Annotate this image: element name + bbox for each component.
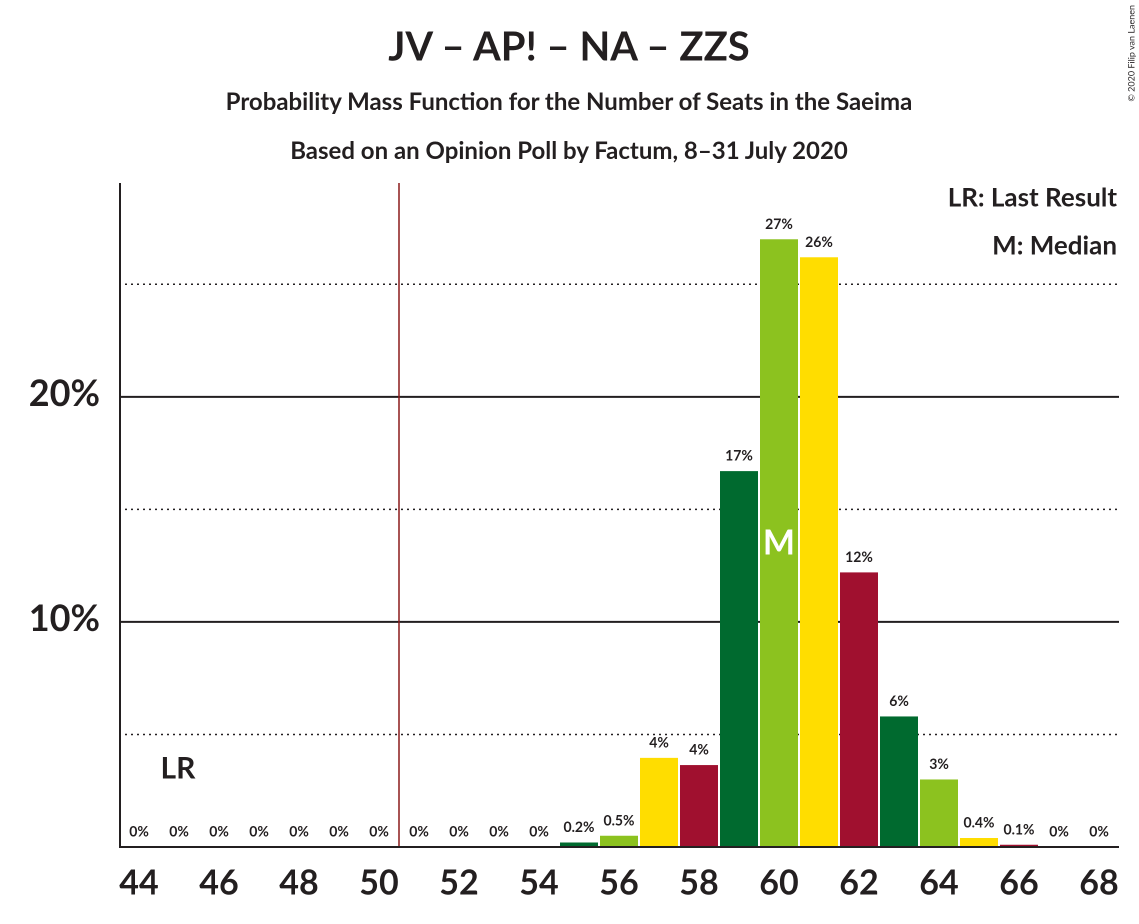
chart-subtitle: Probability Mass Function for the Number… — [226, 87, 913, 116]
bar — [920, 779, 958, 847]
value-label: 0% — [1049, 823, 1069, 840]
value-label: 4% — [689, 741, 709, 758]
bar — [960, 837, 998, 847]
x-tick-label: 68 — [1079, 862, 1118, 903]
value-label: 0.2% — [563, 818, 594, 835]
bar — [1000, 844, 1038, 847]
value-label: 0% — [329, 823, 349, 840]
value-label: 3% — [929, 755, 949, 772]
x-tick-label: 50 — [359, 862, 398, 903]
x-tick-label: 46 — [199, 862, 238, 903]
bar — [880, 716, 918, 847]
x-tick-label: 54 — [519, 862, 558, 903]
x-tick-label: 58 — [679, 862, 718, 903]
value-label: 17% — [725, 447, 753, 464]
value-label: 0% — [1089, 823, 1109, 840]
bar — [680, 765, 718, 847]
x-tick-label: 52 — [439, 862, 478, 903]
value-label: 0% — [409, 823, 429, 840]
bar — [840, 572, 878, 847]
chart-title: JV – AP! – NA – ZZS — [388, 21, 749, 69]
x-tick-label: 62 — [839, 862, 878, 903]
bar — [760, 239, 798, 847]
last-result-label: LR — [161, 750, 197, 786]
x-tick-label: 44 — [119, 862, 158, 903]
value-label: 0.1% — [1003, 820, 1034, 837]
value-label: 0% — [449, 823, 469, 840]
value-label: 0% — [529, 823, 549, 840]
value-label: 4% — [649, 733, 669, 750]
copyright: © 2020 Filip van Laenen — [1125, 5, 1136, 102]
value-label: 0% — [249, 823, 269, 840]
value-label: 27% — [765, 215, 793, 232]
value-label: 12% — [845, 548, 873, 565]
legend-entry: LR: Last Result — [948, 181, 1118, 213]
value-label: 0.5% — [603, 811, 634, 828]
x-tick-label: 48 — [279, 862, 318, 903]
bar — [560, 842, 598, 847]
x-tick-label: 56 — [599, 862, 638, 903]
bar — [800, 257, 838, 847]
x-tick-label: 66 — [999, 862, 1038, 903]
y-tick-label: 10% — [29, 595, 100, 639]
median-label: M — [763, 522, 795, 563]
x-tick-label: 64 — [919, 862, 958, 903]
value-label: 0% — [369, 823, 389, 840]
value-label: 26% — [805, 233, 833, 250]
value-label: 0% — [489, 823, 509, 840]
legend-entry: M: Median — [992, 229, 1117, 261]
chart-subtitle: Based on an Opinion Poll by Factum, 8–31… — [290, 136, 848, 165]
value-label: 0% — [169, 823, 189, 840]
value-label: 6% — [889, 692, 909, 709]
value-label: 0.4% — [963, 814, 994, 831]
y-tick-label: 20% — [29, 370, 100, 414]
x-tick-label: 60 — [759, 862, 798, 903]
bar — [720, 471, 758, 847]
value-label: 0% — [289, 823, 309, 840]
value-label: 0% — [129, 823, 149, 840]
bar — [640, 757, 678, 847]
value-label: 0% — [209, 823, 229, 840]
bar — [600, 835, 638, 847]
